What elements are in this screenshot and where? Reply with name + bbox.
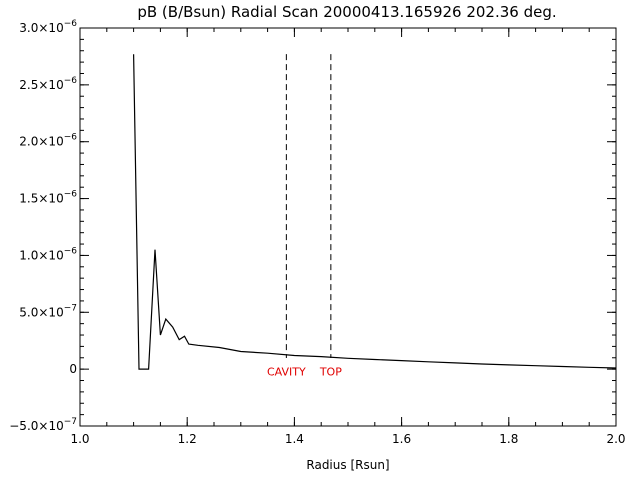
y-tick-label: 3.0×10−6 bbox=[19, 19, 77, 35]
y-tick-label: 1.0×10−6 bbox=[19, 246, 77, 262]
chart-title: pB (B/Bsun) Radial Scan 20000413.165926 … bbox=[137, 3, 556, 21]
y-tick-label: −5.0×10−7 bbox=[9, 417, 77, 433]
x-tick-label: 1.8 bbox=[499, 432, 518, 446]
annotation-label: CAVITY bbox=[267, 365, 306, 378]
x-axis-label: Radius [Rsun] bbox=[306, 458, 389, 472]
y-tick-label: 2.5×10−6 bbox=[19, 76, 77, 92]
y-tick-label: 5.0×10−7 bbox=[19, 303, 77, 319]
x-tick-label: 1.2 bbox=[178, 432, 197, 446]
x-tick-label: 1.0 bbox=[70, 432, 89, 446]
y-tick-label: 2.0×10−6 bbox=[19, 133, 77, 149]
annotation-label: TOP bbox=[319, 365, 342, 378]
x-tick-label: 1.4 bbox=[285, 432, 304, 446]
x-tick-label: 1.6 bbox=[392, 432, 411, 446]
y-tick-label: 0 bbox=[69, 362, 77, 376]
y-tick-label: 1.5×10−6 bbox=[19, 190, 77, 206]
x-tick-label: 2.0 bbox=[606, 432, 625, 446]
chart-marks: 1.0 1.2 1.4 1.6 1.8 2.0 −5.0×10−7 0 5.0×10−7 1.0×… bbox=[9, 19, 625, 446]
pb-series-line bbox=[133, 54, 617, 370]
